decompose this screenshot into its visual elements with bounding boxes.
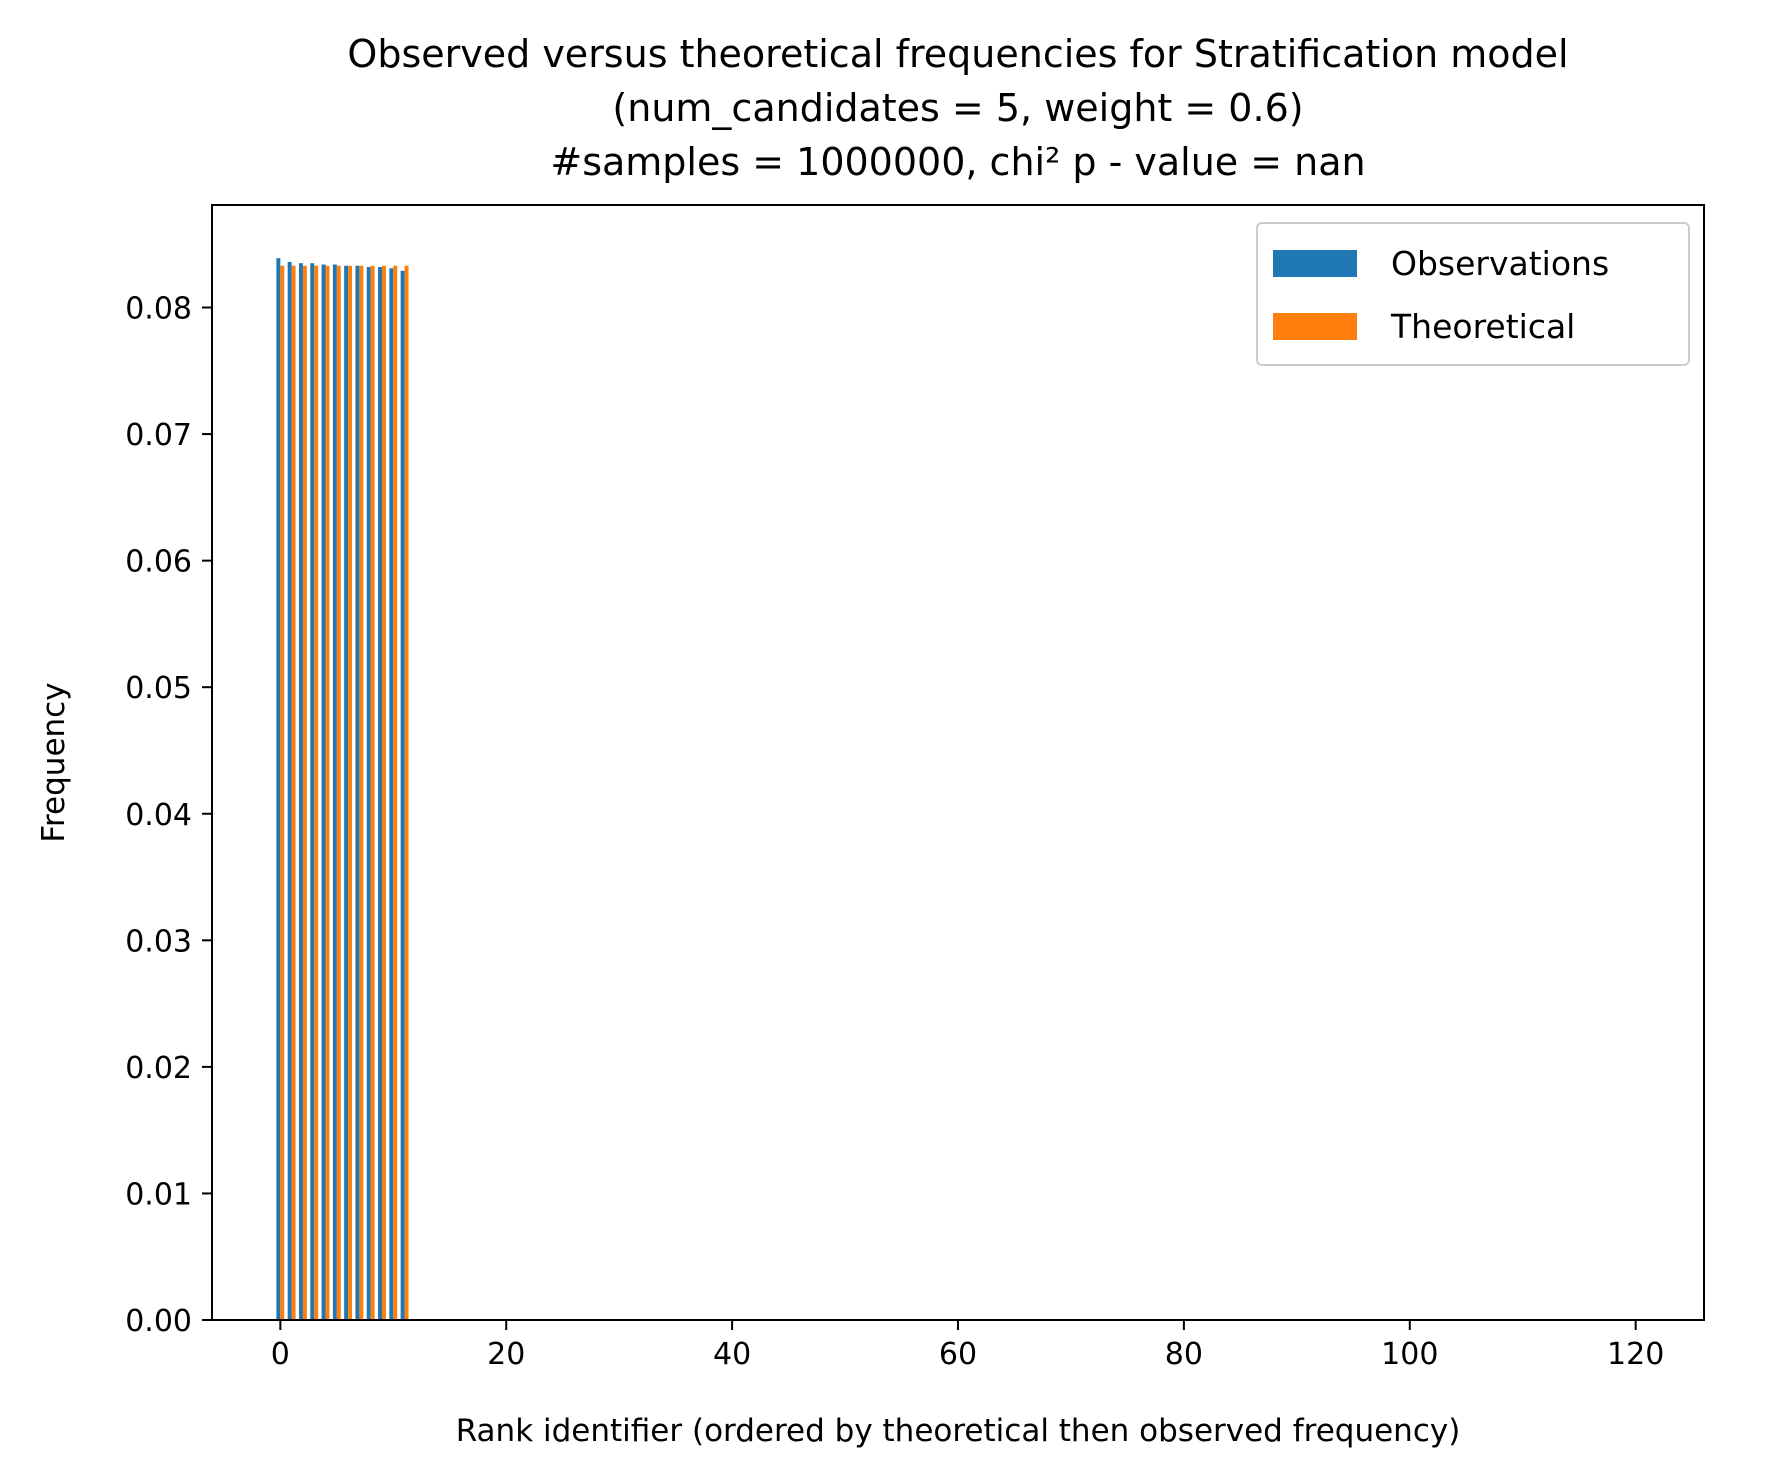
x-tick-label-120: 120 [1607, 1337, 1664, 1372]
y-tick-label-0: 0.00 [125, 1304, 192, 1339]
bar-observations-2 [298, 263, 303, 1321]
legend-frame [1256, 222, 1690, 366]
bar-theoretical-7 [359, 265, 364, 1320]
x-tick-label-80: 80 [1165, 1337, 1203, 1372]
bar-observations-11 [400, 270, 405, 1321]
chart-title: Observed versus theoretical frequencies … [347, 32, 1568, 184]
y-tick-label-8: 0.08 [125, 292, 192, 327]
x-axis-label: Rank identifier (ordered by theoretical … [456, 1413, 1461, 1449]
y-tick-label-6: 0.06 [125, 545, 192, 580]
x-tick-label-100: 100 [1381, 1337, 1438, 1372]
chart-title-line-3: #samples = 1000000, chi² p - value = nan [550, 140, 1365, 184]
bar-theoretical-4 [325, 265, 330, 1320]
x-tick-label-20: 20 [487, 1337, 525, 1372]
bar-observations-5 [332, 264, 337, 1321]
bar-theoretical-9 [381, 265, 386, 1320]
plot-background [212, 205, 1704, 1320]
bars [276, 258, 409, 1321]
bar-theoretical-1 [291, 265, 296, 1320]
legend: Observations Theoretical [1256, 222, 1690, 366]
bar-observations-8 [366, 267, 371, 1320]
legend-swatch-theoretical [1273, 313, 1357, 340]
legend-label-observations: Observations [1391, 244, 1609, 283]
x-tick-label-40: 40 [713, 1337, 751, 1372]
bar-observations-1 [287, 261, 292, 1320]
y-tick-label-4: 0.04 [125, 798, 192, 833]
legend-label-theoretical: Theoretical [1390, 307, 1575, 346]
bar-theoretical-10 [393, 265, 398, 1320]
bar-theoretical-8 [370, 265, 375, 1320]
legend-swatch-observations [1273, 250, 1357, 277]
plot-area [211, 204, 1705, 1321]
y-axis-label: Frequency [36, 682, 72, 842]
bar-observations-7 [355, 265, 360, 1320]
x-tick-label-60: 60 [939, 1337, 977, 1372]
bar-observations-4 [321, 264, 326, 1321]
bar-theoretical-6 [348, 265, 353, 1320]
bar-theoretical-2 [302, 265, 307, 1320]
x-tick-label-0: 0 [271, 1337, 290, 1372]
y-tick-label-2: 0.02 [125, 1051, 192, 1086]
bar-observations-9 [378, 267, 382, 1320]
chart-title-line-2: (num_candidates = 5, weight = 0.6) [612, 86, 1303, 130]
y-tick-label-7: 0.07 [125, 418, 192, 453]
chart-title-line-1: Observed versus theoretical frequencies … [347, 32, 1568, 76]
x-axis: 0 20 40 60 80 100 120 [271, 1320, 1664, 1372]
bar-observations-3 [310, 263, 315, 1321]
bar-theoretical-11 [404, 265, 409, 1320]
bar-theoretical-3 [314, 265, 319, 1320]
y-tick-label-1: 0.01 [125, 1177, 192, 1212]
bar-theoretical-5 [336, 265, 341, 1320]
bar-observations-6 [344, 265, 349, 1320]
bar-theoretical-0 [280, 265, 285, 1320]
y-axis: 0.00 0.01 0.02 0.03 0.04 0.05 0.06 0.07 0.08 [125, 292, 212, 1339]
bar-observations-0 [276, 258, 281, 1320]
bar-observations-10 [389, 268, 394, 1320]
y-tick-label-5: 0.05 [125, 671, 192, 706]
y-tick-label-3: 0.03 [125, 924, 192, 959]
